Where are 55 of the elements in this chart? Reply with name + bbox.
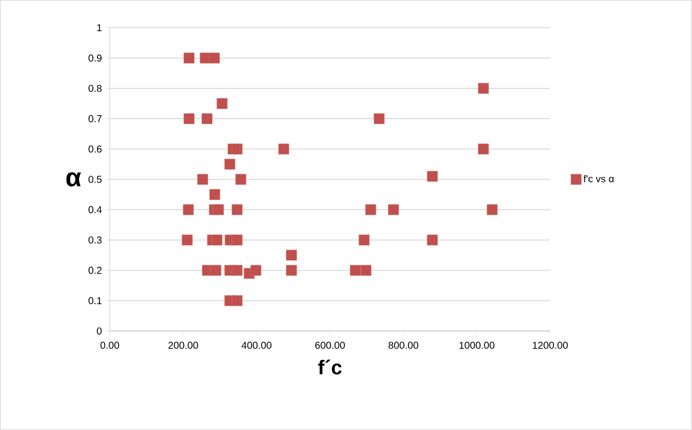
point [478,144,489,155]
x-tick-label: 800.00 [388,342,418,349]
point [250,265,262,276]
y-tick-label: 0.2 [88,266,102,274]
y-tick-label: 0.9 [88,54,102,62]
point [232,234,243,246]
point [478,83,489,94]
y-tick-label: 0.6 [88,146,102,153]
y-axis-title: α [66,172,82,187]
point [210,265,222,276]
point [486,204,498,216]
y-tick-label: 0.3 [88,236,102,244]
point [209,189,220,200]
point [365,204,376,216]
point [216,98,228,110]
point [184,52,194,64]
y-tick-label: 0.4 [88,206,102,214]
point [360,265,372,276]
x-tick-label: 200.00 [168,342,198,349]
x-tick-label: 1200.00 [532,342,568,349]
point [232,295,243,306]
point [224,158,236,170]
point [232,265,243,276]
y-tick-label: 1 [97,24,102,32]
point [232,204,243,216]
x-tick-label: 1000.00 [460,342,494,349]
y-tick-label: 0.5 [88,176,102,183]
point [182,204,194,216]
y-tick-label: 0.8 [88,84,102,92]
legend-label: f'c vs α [583,175,614,182]
x-tick-label: 600.00 [315,342,345,349]
point [202,113,212,124]
point [358,234,370,246]
point [213,204,224,216]
point [182,234,193,246]
point [184,113,194,124]
point [212,234,222,246]
point [209,52,220,64]
point [235,174,246,185]
y-tick-label: 0.7 [88,115,102,122]
x-tick-label: 400.00 [242,342,272,349]
point [426,234,438,246]
point [286,265,297,276]
point [350,265,361,276]
point [197,174,208,185]
point [426,171,438,182]
x-tick-label: 0.00 [100,342,120,349]
x-axis-title: f´c [318,360,342,375]
y-tick-label: 0.1 [88,297,102,304]
point [278,144,290,155]
point [286,250,297,261]
point [232,144,243,155]
point [374,113,385,124]
point [388,204,399,216]
y-tick-label: 0 [96,328,102,335]
